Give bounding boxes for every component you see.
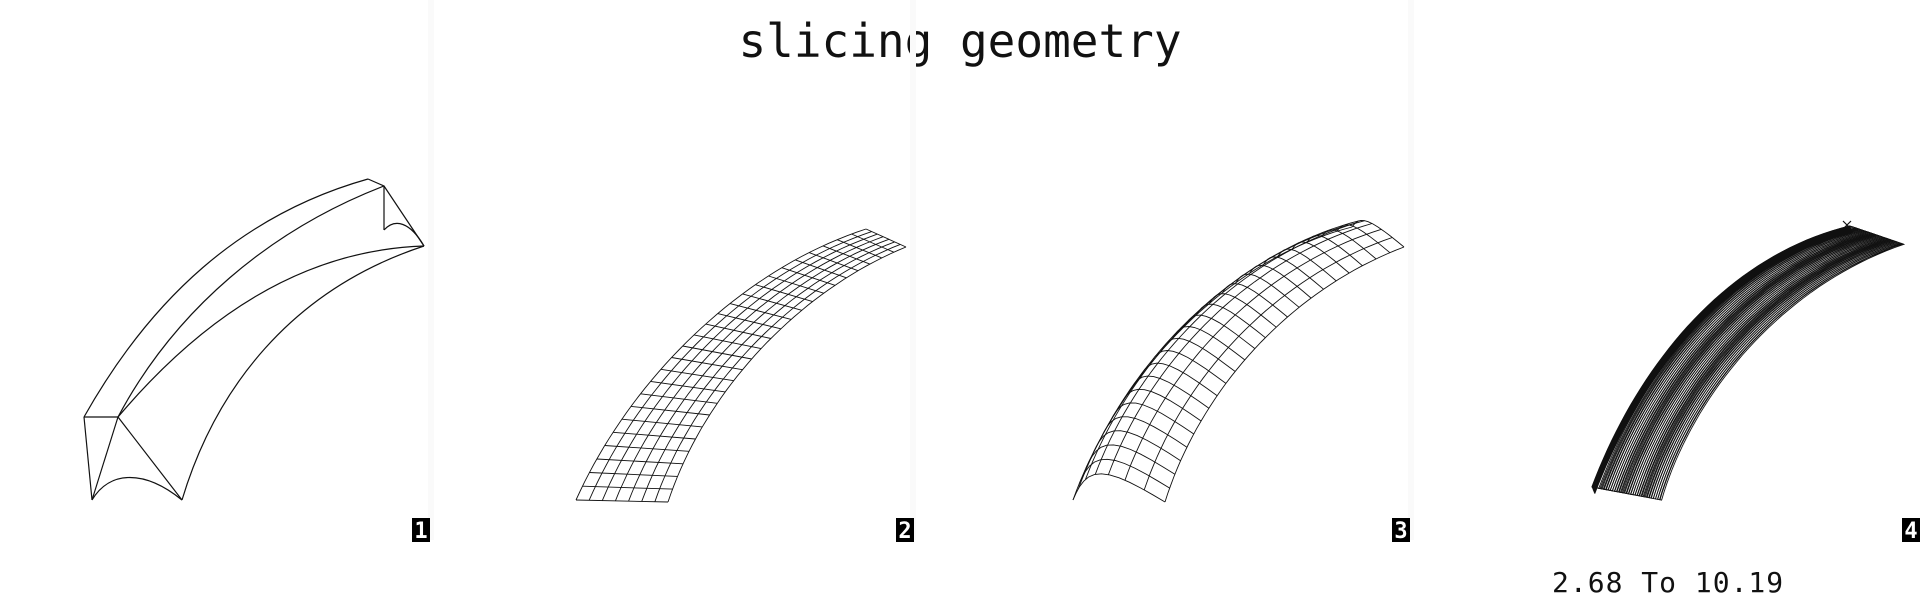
grid-line bbox=[613, 431, 696, 440]
grid-line bbox=[589, 472, 678, 477]
panel-number-2: 2 bbox=[898, 519, 911, 544]
grid-line bbox=[1351, 219, 1405, 248]
grid-line bbox=[1101, 416, 1188, 448]
panel-separator bbox=[428, 0, 434, 540]
grid-line bbox=[1184, 314, 1256, 349]
grid-line bbox=[1149, 350, 1227, 384]
grid-line bbox=[1164, 246, 1405, 503]
grid-line bbox=[837, 239, 882, 259]
grid-line bbox=[1306, 235, 1363, 267]
grid-line bbox=[1160, 337, 1236, 372]
panel-3-curved-grid bbox=[1072, 219, 1405, 503]
grid-line bbox=[822, 245, 870, 265]
grid-line bbox=[682, 345, 752, 360]
grid-line bbox=[1128, 375, 1210, 409]
grid-line bbox=[582, 485, 673, 490]
panel-badge-1: 1 bbox=[412, 518, 430, 544]
grid-line bbox=[705, 323, 771, 339]
grid-line bbox=[1222, 283, 1288, 318]
grid-line bbox=[795, 259, 847, 279]
grid-line bbox=[650, 380, 726, 393]
grid-line bbox=[1072, 473, 1166, 503]
panel-2-surface-grid bbox=[575, 228, 907, 503]
grid-line bbox=[630, 405, 710, 416]
grid-line bbox=[1118, 388, 1202, 422]
grid-line bbox=[1138, 362, 1218, 397]
grid-line bbox=[1196, 303, 1266, 339]
page-title: slicing geometry bbox=[738, 14, 1182, 68]
grid-line bbox=[1277, 248, 1337, 282]
grid-line bbox=[1172, 326, 1246, 361]
panel-separator bbox=[910, 0, 916, 540]
panel-number-4: 4 bbox=[1904, 519, 1917, 544]
grid-line bbox=[693, 334, 762, 350]
panel-1-solid-wireframe bbox=[83, 178, 425, 501]
grid-line bbox=[575, 499, 669, 503]
grid-line bbox=[717, 313, 782, 330]
grid-line bbox=[1321, 229, 1377, 260]
panel-separator bbox=[1408, 0, 1414, 540]
grid-line bbox=[640, 393, 718, 404]
grid-line bbox=[641, 241, 895, 502]
grid-line bbox=[1249, 264, 1312, 299]
panel-badge-4: 4 bbox=[1902, 518, 1920, 544]
panel-badge-3: 3 bbox=[1392, 518, 1410, 544]
grid-line bbox=[1291, 241, 1350, 274]
panel-badge-2: 2 bbox=[896, 518, 914, 544]
grid-line bbox=[768, 275, 824, 294]
grid-line bbox=[1263, 256, 1324, 290]
contour-line bbox=[1659, 243, 1906, 501]
contour-marker bbox=[1842, 220, 1852, 230]
grid-line bbox=[1107, 223, 1373, 475]
grid-line bbox=[660, 368, 734, 382]
grid-line bbox=[851, 233, 894, 253]
panel-4-contour-lines bbox=[1591, 225, 1906, 501]
grid-line bbox=[865, 228, 907, 248]
grid-line bbox=[1085, 444, 1176, 475]
contour-range-label: 2.68 To 10.19 bbox=[1552, 566, 1785, 599]
grid-line bbox=[729, 303, 792, 320]
grid-line bbox=[1078, 458, 1170, 489]
grid-line bbox=[1093, 430, 1181, 462]
grid-line bbox=[1143, 237, 1393, 491]
grid-line bbox=[1094, 220, 1365, 475]
grid-line bbox=[671, 357, 743, 371]
grid-line bbox=[781, 267, 836, 286]
grid-line bbox=[1078, 222, 1356, 489]
grid-line bbox=[808, 252, 859, 272]
grid-line bbox=[1235, 273, 1300, 308]
panel-number-1: 1 bbox=[414, 519, 427, 544]
grid-line bbox=[1109, 402, 1195, 435]
contour-line bbox=[1594, 232, 1853, 494]
grid-line bbox=[755, 284, 813, 303]
panel-number-3: 3 bbox=[1394, 519, 1407, 544]
grid-line bbox=[654, 243, 901, 502]
grid-line bbox=[604, 445, 690, 452]
grid-line bbox=[1209, 293, 1277, 328]
grid-line bbox=[596, 458, 684, 465]
grid-line bbox=[621, 418, 703, 428]
grid-line bbox=[742, 293, 802, 311]
grid-line bbox=[1085, 220, 1360, 480]
